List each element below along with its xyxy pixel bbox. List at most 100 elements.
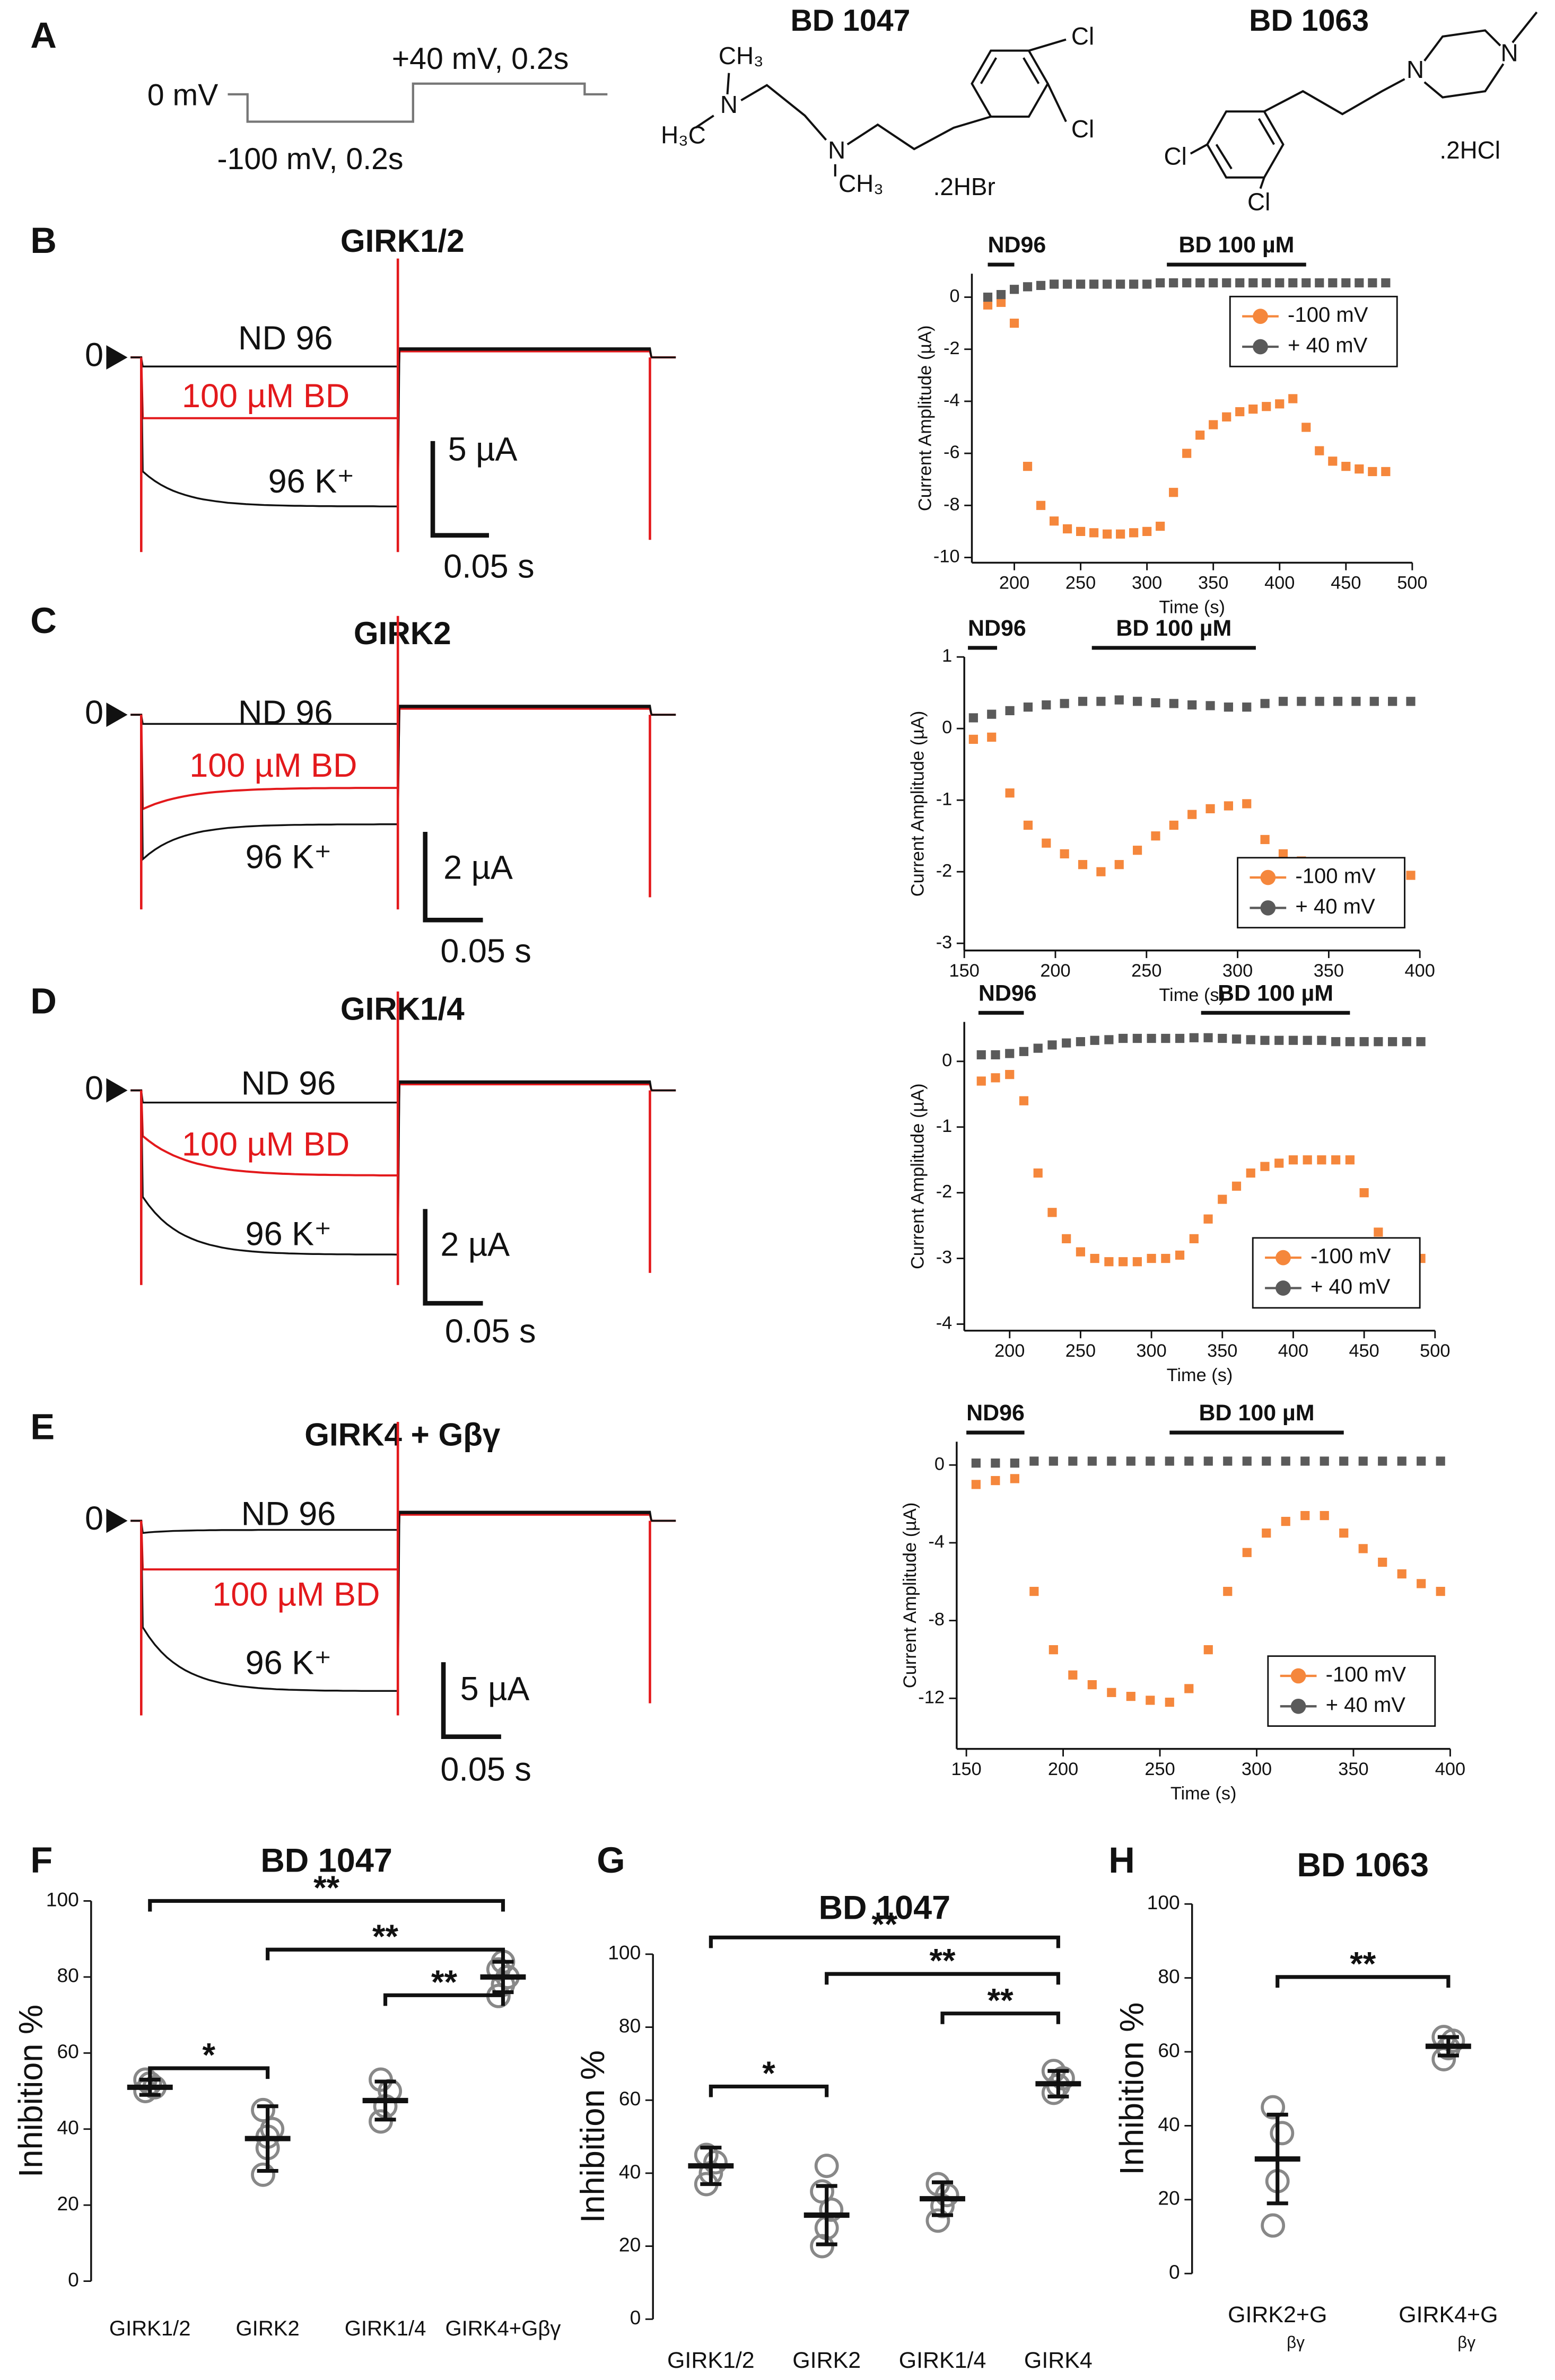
zero-markers	[106, 345, 128, 1533]
y-tick-label: 100	[46, 1888, 79, 1910]
scale-label: 0.05 s	[443, 548, 535, 585]
data-point	[1151, 698, 1160, 708]
data-point	[1078, 697, 1088, 706]
data-point	[1203, 1456, 1213, 1466]
data-point	[1260, 1035, 1270, 1045]
data-point	[983, 300, 993, 310]
x-axis-label: Time (s)	[1170, 1784, 1237, 1804]
legend-marker	[1276, 1250, 1291, 1266]
data-point	[1175, 1250, 1185, 1260]
protocol-label: 0 mV	[147, 78, 219, 112]
data-point	[1151, 831, 1160, 841]
atom-label: CH₃	[719, 42, 764, 69]
legend-label: -100 mV	[1311, 1244, 1391, 1268]
data-point	[1133, 846, 1142, 855]
data-point	[1114, 695, 1124, 705]
trace-nd96	[130, 1080, 676, 1104]
legend-marker	[1290, 1698, 1306, 1714]
data-point	[1261, 2095, 1286, 2120]
trace-spikes	[139, 1421, 651, 1716]
data-point	[1169, 820, 1178, 830]
data-point	[1005, 1049, 1015, 1058]
y-tick-label: -3	[936, 1248, 953, 1268]
data-point	[1062, 1038, 1071, 1048]
significance-bracket	[1276, 1975, 1451, 1988]
data-point	[1281, 1516, 1290, 1526]
data-point	[1049, 279, 1059, 289]
legend-label: + 40 mV	[1311, 1275, 1391, 1298]
y-tick-label: 20	[57, 2192, 78, 2215]
data-point	[1119, 1033, 1128, 1043]
data-point	[1341, 278, 1351, 288]
y-tick-label: -8	[944, 494, 960, 514]
x-tick-label: +Gβγ	[940, 2378, 981, 2380]
trace-label: 100 µM BD	[182, 1126, 350, 1163]
data-point	[1146, 1456, 1155, 1466]
x-tick-label: GIRK2+G	[1228, 2302, 1327, 2328]
x-axis-label: Time (s)	[1159, 597, 1225, 617]
data-point	[1388, 1037, 1397, 1047]
compound-name: BD 1063	[1249, 4, 1369, 38]
data-point	[1231, 1034, 1242, 1044]
data-point	[1333, 697, 1343, 706]
data-point	[1358, 1544, 1368, 1553]
y-tick-label: -2	[936, 1182, 953, 1202]
trace-label: ND 96	[238, 694, 333, 731]
significance-label: **	[988, 1982, 1014, 2019]
atom-label: N	[1407, 56, 1424, 83]
data-point	[1126, 1692, 1135, 1701]
significance-label: **	[372, 1918, 398, 1955]
data-point	[1262, 1528, 1271, 1538]
data-point	[1033, 1043, 1043, 1053]
data-point	[1132, 1033, 1142, 1043]
significance-bracket	[266, 1947, 505, 1961]
data-point	[1345, 1155, 1355, 1165]
data-point	[1358, 1456, 1368, 1466]
significance-label: **	[313, 1869, 339, 1907]
trace-label: 96 K⁺	[268, 463, 355, 500]
data-point	[1288, 394, 1298, 403]
panel-label: E	[30, 1406, 55, 1447]
data-point	[1331, 1037, 1341, 1047]
y-tick-label: -4	[928, 1532, 945, 1552]
trace-label: 100 µM BD	[182, 377, 350, 415]
x-tick-label: 200	[999, 573, 1029, 593]
data-point	[1195, 278, 1205, 288]
y-tick-label: 0	[934, 1454, 945, 1474]
data-point	[1033, 1168, 1043, 1178]
zero-label: 0	[85, 1069, 103, 1106]
y-tick-label: 40	[619, 2161, 641, 2183]
treatment-label: ND96	[988, 232, 1046, 258]
data-point	[1161, 1033, 1170, 1043]
data-point	[1023, 462, 1033, 471]
x-tick-label: 250	[1145, 1759, 1175, 1779]
data-point	[251, 2162, 275, 2187]
data-point	[1076, 526, 1086, 536]
data-point	[1103, 529, 1112, 539]
zero-label: 0	[85, 694, 103, 731]
data-point	[1274, 1158, 1284, 1168]
y-tick-label: 60	[619, 2087, 641, 2110]
trace-96k	[130, 1512, 676, 1692]
trace-spikes	[139, 258, 651, 552]
scale-label: 0.05 s	[440, 1751, 531, 1788]
x-tick-label: 200	[994, 1341, 1025, 1361]
data-point	[1114, 860, 1124, 870]
x-tick-label: 500	[1420, 1341, 1450, 1361]
y-tick-label: -8	[928, 1610, 945, 1630]
data-point	[1303, 1155, 1312, 1165]
atom-label: Cl	[1071, 22, 1094, 50]
x-tick-label: 300	[1222, 961, 1253, 981]
data-point	[1222, 412, 1231, 421]
atom-label: N	[1501, 39, 1518, 66]
data-point	[1355, 464, 1364, 474]
data-point	[1231, 1181, 1242, 1191]
legend-box	[1229, 295, 1398, 367]
data-point	[1096, 867, 1106, 876]
treatment-label: ND96	[968, 616, 1026, 641]
data-point	[1242, 1548, 1252, 1557]
y-tick-label: -2	[936, 860, 953, 881]
data-point	[1315, 446, 1324, 455]
trace-bd	[130, 1513, 676, 1571]
